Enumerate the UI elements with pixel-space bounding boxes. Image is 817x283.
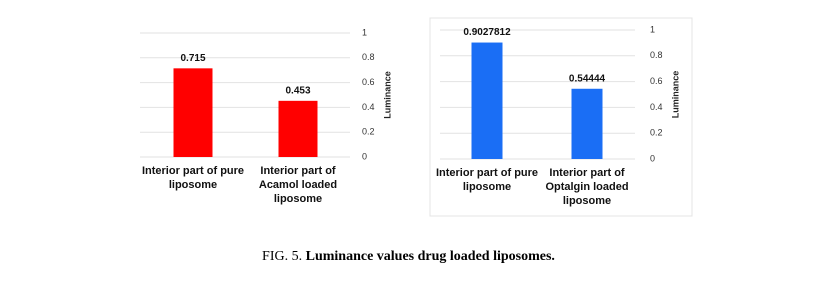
y-axis-label: Luminance	[670, 71, 680, 119]
value-label: 0.54444	[569, 73, 606, 84]
value-label: 0.453	[285, 85, 310, 96]
y-tick-label: 0.4	[362, 102, 375, 112]
y-tick-label: 0	[650, 153, 655, 163]
x-tick-label: Interior part of pure liposome	[141, 165, 245, 191]
y-tick-label: 1	[650, 24, 655, 34]
value-label: 0.715	[180, 53, 205, 64]
bar	[571, 88, 603, 159]
bar	[278, 100, 318, 157]
y-tick-label: 1	[362, 27, 367, 37]
x-tick-label: Interior part of pure liposome	[435, 167, 539, 193]
chart-frame	[429, 17, 693, 217]
y-tick-label: 0.2	[650, 128, 663, 138]
x-tick-label: Interior part of Acamol loaded liposome	[258, 165, 338, 205]
y-tick-label: 0.6	[650, 76, 663, 86]
y-tick-label: 0.8	[362, 52, 375, 62]
y-tick-label: 0.2	[362, 127, 375, 137]
x-tick-label: Interior part of Optalgin loaded liposom…	[545, 167, 629, 207]
y-axis-label: Luminance	[382, 71, 392, 119]
bar	[471, 42, 503, 159]
y-tick-label: 0.4	[650, 102, 663, 112]
caption: FIG. 5. Luminance values drug loaded lip…	[0, 249, 817, 265]
bar	[173, 68, 213, 157]
y-tick-label: 0	[362, 151, 367, 161]
y-tick-label: 0.6	[362, 77, 375, 87]
y-tick-label: 0.8	[650, 50, 663, 60]
caption-text: Luminance values drug loaded liposomes.	[305, 249, 555, 264]
caption-prefix: FIG. 5.	[262, 249, 303, 264]
value-label: 0.9027812	[463, 27, 511, 38]
